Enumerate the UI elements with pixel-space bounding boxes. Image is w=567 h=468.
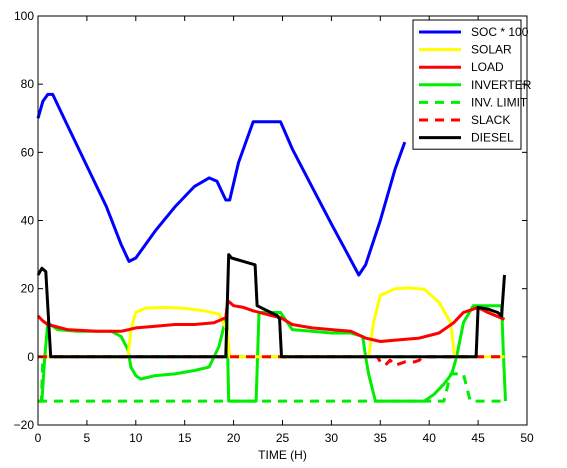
series-line-6 bbox=[38, 355, 505, 367]
series-line-3 bbox=[36, 299, 506, 343]
y-tick-label: 60 bbox=[21, 145, 35, 159]
x-tick-label: 35 bbox=[374, 431, 388, 445]
legend-label: DIESEL bbox=[471, 131, 514, 145]
y-tick-label: −20 bbox=[14, 418, 35, 432]
y-tick-label: 0 bbox=[27, 350, 34, 364]
x-tick-label: 20 bbox=[227, 431, 241, 445]
x-tick-label: 40 bbox=[423, 431, 437, 445]
x-tick-label: 5 bbox=[84, 431, 91, 445]
legend-label: INV. LIMIT bbox=[471, 95, 528, 109]
series-layer bbox=[36, 92, 507, 403]
x-tick-label: 10 bbox=[129, 431, 143, 445]
legend-label: SLACK bbox=[471, 113, 510, 127]
legend-label: LOAD bbox=[471, 60, 504, 74]
legend-label: SOLAR bbox=[471, 43, 512, 57]
legend: SOC * 100 SOLAR LOAD INVERTER INV. LIMIT SLAC… bbox=[412, 19, 532, 150]
x-tick-label: 25 bbox=[276, 431, 290, 445]
x-tick-label: 15 bbox=[178, 431, 192, 445]
series-line-1 bbox=[36, 92, 407, 277]
series-line-7 bbox=[36, 253, 506, 359]
legend-label: INVERTER bbox=[471, 78, 532, 92]
y-tick-label: 20 bbox=[21, 282, 35, 296]
y-tick-label: 80 bbox=[21, 77, 35, 91]
x-tick-label: 50 bbox=[520, 431, 534, 445]
x-tick-label: 30 bbox=[325, 431, 339, 445]
x-tick-label: 0 bbox=[35, 431, 42, 445]
x-tick-label: 45 bbox=[471, 431, 485, 445]
legend-label: SOC * 100 bbox=[471, 25, 529, 39]
y-tick-label: 100 bbox=[14, 9, 34, 23]
y-tick-label: 40 bbox=[21, 214, 35, 228]
x-axis-label: TIME (H) bbox=[258, 448, 307, 462]
series-line-2 bbox=[38, 286, 505, 359]
